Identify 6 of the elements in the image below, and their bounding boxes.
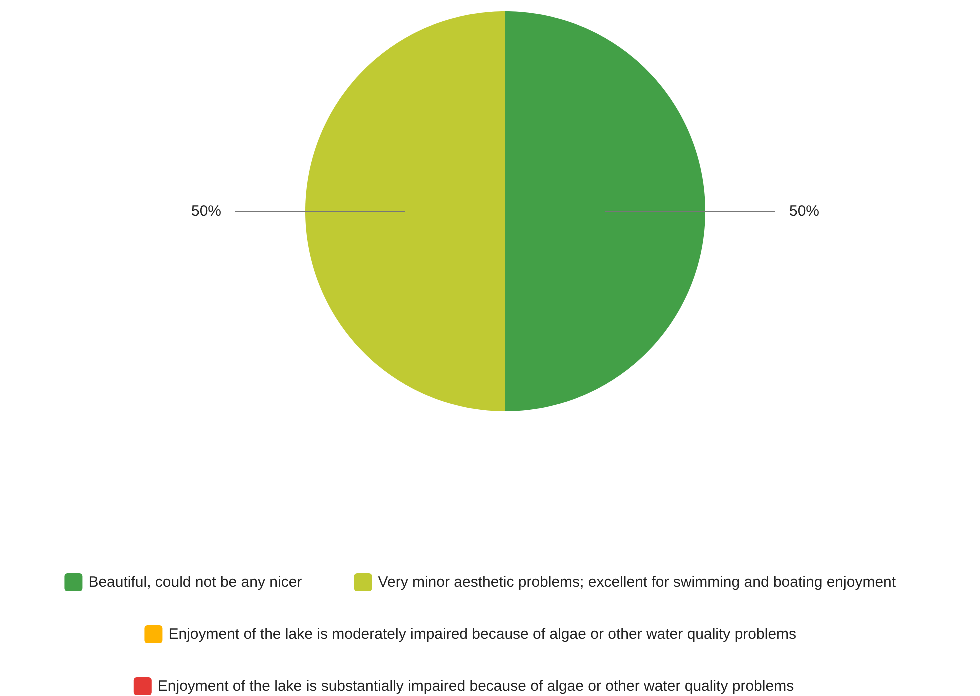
legend-label: Enjoyment of the lake is moderately impaired because of algae or other water quality problems — [168, 626, 797, 643]
legend-label: Very minor aesthetic problems; excellent for swimming and boating enjoyment — [378, 574, 897, 591]
data-label: 50% — [191, 203, 222, 220]
legend-label: Enjoyment of the lake is substantially impaired because of algae or other water quality problems — [158, 678, 794, 695]
legend-label: Beautiful, could not be any nicer — [88, 574, 302, 591]
data-label: 50% — [790, 203, 820, 220]
